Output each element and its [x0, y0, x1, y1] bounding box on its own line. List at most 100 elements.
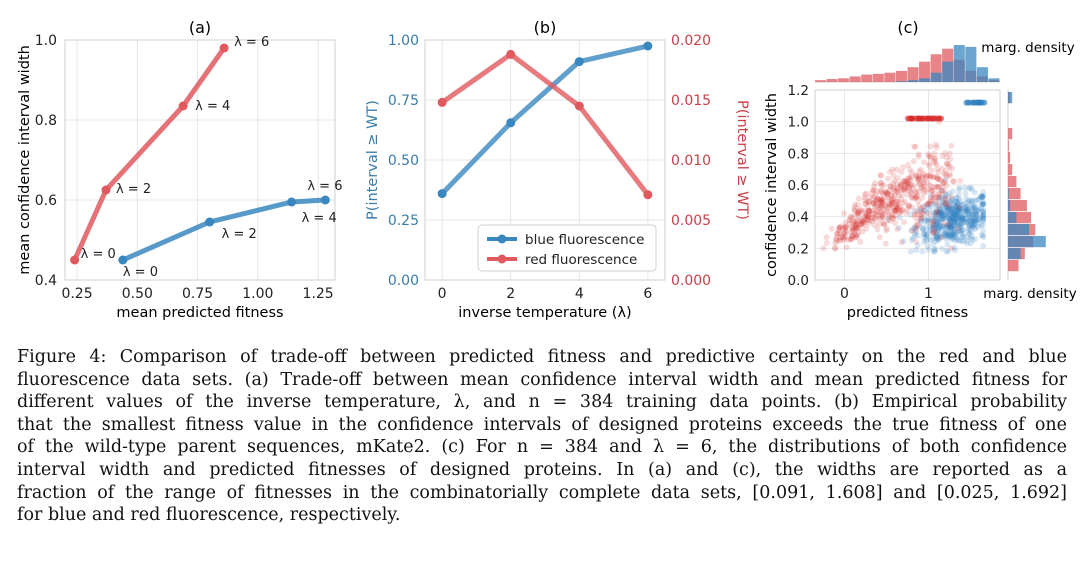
scatter-point-red	[942, 201, 949, 208]
scatter-point-red	[880, 197, 887, 204]
y-axis-label: confidence interval width	[764, 93, 780, 277]
scatter-point-blue	[975, 206, 982, 213]
scatter-point-blue	[950, 212, 957, 219]
scatter-point-blue	[958, 202, 965, 209]
scatter-point-blue	[966, 231, 973, 238]
x-tick-label: 0.25	[61, 286, 92, 302]
scatter-point-red	[925, 153, 932, 160]
scatter-point-red	[924, 115, 931, 122]
scatter-point-red	[887, 183, 894, 190]
scatter-point-blue	[952, 228, 959, 235]
scatter-point-blue	[934, 234, 941, 241]
scatter-point-blue	[962, 206, 969, 213]
scatter-point-red	[946, 163, 953, 170]
scatter-point-red	[892, 207, 899, 214]
scatter-point-blue	[948, 200, 955, 207]
scatter-point-blue	[912, 224, 919, 231]
scatter-point-red	[873, 197, 880, 204]
scatter-point-red	[906, 175, 913, 182]
scatter-point-blue	[966, 212, 973, 219]
scatter-point-blue	[956, 184, 963, 191]
scatter-point-red	[871, 180, 878, 187]
scatter-point-red	[915, 151, 922, 158]
scatter-point-red	[883, 190, 890, 197]
scatter-point-red	[858, 220, 865, 227]
scatter-point-red	[898, 207, 905, 214]
scatter-point-blue	[955, 214, 962, 221]
scatter-point-blue	[958, 221, 965, 228]
scatter-point-blue	[971, 226, 978, 233]
scatter-point-blue	[951, 219, 958, 226]
scatter-point-blue	[907, 248, 914, 255]
scatter-point-blue	[956, 195, 963, 202]
scatter-point-red	[919, 174, 926, 181]
scatter-point-blue	[908, 227, 915, 234]
scatter-point-blue	[929, 236, 936, 243]
scatter-point-red	[872, 200, 879, 207]
scatter-point-blue	[944, 248, 951, 255]
scatter-point-blue	[956, 214, 963, 221]
scatter-point-blue	[931, 248, 938, 255]
scatter-point-red	[889, 214, 896, 221]
scatter-point-red	[873, 211, 880, 218]
scatter-point-red	[849, 228, 856, 235]
scatter-point-blue	[939, 233, 946, 240]
scatter-point-red	[861, 201, 868, 208]
scatter-point-blue	[948, 232, 955, 239]
scatter-point-red	[912, 172, 919, 179]
scatter-point-blue	[948, 196, 955, 203]
scatter-point-blue	[924, 232, 931, 239]
scatter-point-red	[883, 209, 890, 216]
scatter-point-blue	[960, 233, 967, 240]
scatter-point-red	[933, 161, 940, 168]
scatter-point-blue	[947, 198, 954, 205]
scatter-point-red	[935, 191, 942, 198]
scatter-point-blue	[965, 197, 972, 204]
scatter-point-blue	[929, 229, 936, 236]
scatter-point-blue	[908, 237, 915, 244]
scatter-point-red	[833, 235, 840, 242]
scatter-point-blue	[950, 206, 957, 213]
scatter-point-red	[954, 225, 961, 232]
scatter-point-blue	[948, 235, 955, 242]
scatter-point-blue	[948, 215, 955, 222]
data-point-red	[70, 255, 80, 265]
panel-b-chart: 0 2 4 6 0.00 0.000 0.25 0.005 0.50 0.010 0.75 0.015…	[365, 18, 750, 321]
scatter-point-red	[926, 211, 933, 218]
scatter-point-red	[856, 222, 863, 229]
scatter-point-blue	[971, 99, 978, 106]
scatter-point-blue	[964, 240, 971, 247]
scatter-point-blue	[925, 246, 932, 253]
plot-frame	[814, 89, 1001, 281]
scatter-point-red	[913, 115, 920, 122]
scatter-point-blue	[884, 215, 891, 222]
scatter-point-blue	[948, 226, 955, 233]
top-hist-bar-blue	[919, 78, 931, 82]
scatter-point-blue	[933, 234, 940, 241]
scatter-point-blue	[931, 222, 938, 229]
scatter-point-red	[934, 175, 941, 182]
y-tick-label: 0.8	[788, 146, 809, 162]
scatter-point-blue	[950, 219, 957, 226]
scatter-point-red	[887, 201, 894, 208]
scatter-point-red	[843, 228, 850, 235]
caption-line: interval width and predicted fitnesses o…	[17, 459, 1067, 480]
scatter-point-blue	[943, 192, 950, 199]
scatter-point-red	[859, 228, 866, 235]
scatter-point-red	[823, 239, 830, 246]
scatter-point-blue	[973, 208, 980, 215]
scatter-point-blue	[943, 200, 950, 207]
scatter-point-blue	[973, 212, 980, 219]
scatter-point-red	[888, 202, 895, 209]
scatter-point-red	[833, 230, 840, 237]
scatter-point-red	[923, 115, 930, 122]
scatter-point-blue	[943, 203, 950, 210]
scatter-point-blue	[969, 216, 976, 223]
scatter-point-red	[864, 217, 871, 224]
scatter-point-red	[904, 191, 911, 198]
scatter-point-blue	[974, 99, 981, 106]
x-axis-label: inverse temperature (λ)	[458, 305, 631, 321]
scatter-point-blue	[939, 210, 946, 217]
scatter-point-blue	[955, 212, 962, 219]
scatter-point-red	[890, 195, 897, 202]
